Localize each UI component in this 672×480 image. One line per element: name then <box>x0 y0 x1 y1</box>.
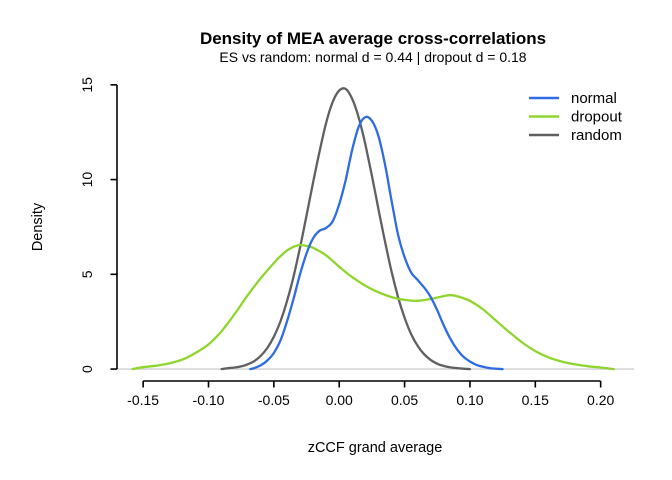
x-tick-label: 0.20 <box>587 392 614 408</box>
density-curve-normal <box>249 115 504 371</box>
x-axis: -0.15 -0.10 -0.05 0.00 0.05 0.10 0.15 0.20 <box>127 380 615 408</box>
density-curves <box>131 87 615 371</box>
y-tick-label: 5 <box>79 270 95 278</box>
x-tick-label: 0.00 <box>326 392 353 408</box>
x-tick-label: -0.05 <box>258 392 290 408</box>
x-tick-label: 0.05 <box>391 392 418 408</box>
legend-label-normal: normal <box>571 90 617 107</box>
x-tick-label: 0.10 <box>456 392 483 408</box>
x-tick-label: 0.15 <box>522 392 549 408</box>
y-tick-label: 0 <box>79 365 95 373</box>
density-curve-random <box>220 87 472 371</box>
x-axis-title: zCCF grand average <box>308 440 443 456</box>
chart-subtitle: ES vs random: normal d = 0.44 | dropout … <box>219 49 526 65</box>
y-axis-title: Density <box>30 202 46 251</box>
legend-label-dropout: dropout <box>571 109 623 126</box>
y-axis: 0 5 10 15 <box>79 77 118 373</box>
chart-title: Density of MEA average cross-correlation… <box>200 29 546 48</box>
x-tick-label: -0.10 <box>193 392 225 408</box>
y-tick-label: 10 <box>79 172 95 188</box>
x-tick-label: -0.15 <box>127 392 159 408</box>
legend-label-random: random <box>571 127 622 144</box>
density-curve-dropout <box>131 243 615 371</box>
y-tick-label: 15 <box>79 77 95 93</box>
